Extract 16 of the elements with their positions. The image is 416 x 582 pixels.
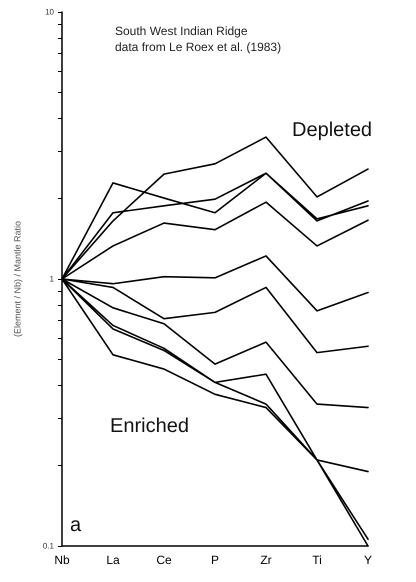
x-tick-label: Zr — [260, 553, 272, 567]
y-tick-label: 10 — [45, 8, 55, 16]
x-tick-label: Ti — [312, 553, 322, 567]
text: South West Indian Ridge — [115, 24, 248, 38]
y-tick-label: 1 — [50, 274, 55, 284]
x-tick-label: La — [106, 553, 120, 567]
x-tick-label: Y — [364, 553, 372, 567]
text: data from Le Roex et al. (1983) — [115, 40, 282, 54]
y-axis-title: (Element / Nb) / Mantle Ratio — [12, 220, 22, 338]
annotation: a — [70, 514, 82, 536]
annotation: Enriched — [110, 415, 189, 437]
x-tick-label: P — [210, 553, 220, 567]
annotation: Depleted — [292, 119, 372, 141]
y-tick-label: 0.1 — [42, 542, 55, 550]
x-tick-label: Ce — [156, 553, 172, 567]
x-tick-label: Nb — [54, 553, 70, 567]
